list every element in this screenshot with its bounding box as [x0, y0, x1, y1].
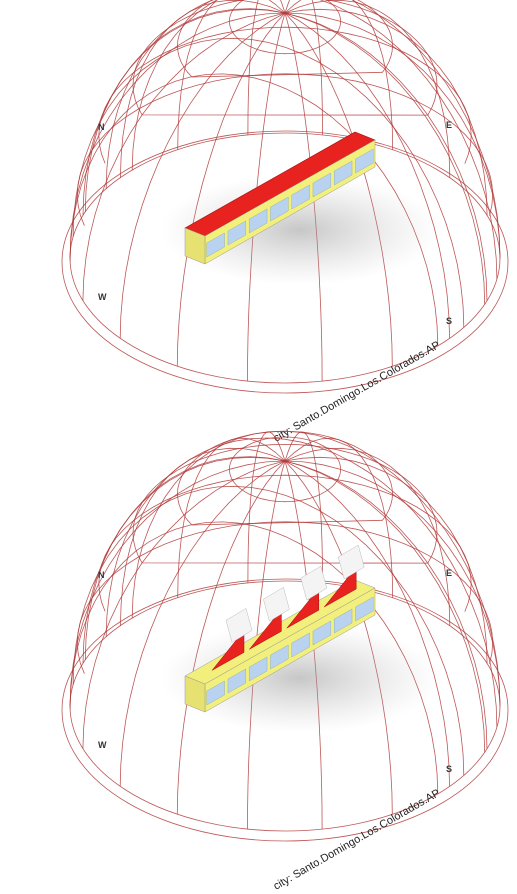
window [312, 620, 331, 646]
window [270, 196, 289, 222]
azimuth-line [284, 460, 488, 749]
azimuth-line [82, 460, 286, 749]
west-label: W [98, 292, 107, 302]
shading-panel [263, 586, 290, 622]
azimuth-line [69, 12, 286, 258]
window [291, 632, 310, 658]
south-label: S [446, 316, 452, 326]
azimuth-line [284, 0, 323, 135]
west-label: W [98, 740, 107, 750]
azimuth-line [284, 431, 323, 583]
sun-path [84, 456, 486, 753]
altitude-circle [228, 436, 342, 503]
sun-path [84, 8, 486, 305]
window [355, 596, 374, 622]
azimuth-line [284, 12, 501, 259]
altitude-circle [177, 0, 393, 78]
altitude-circle [132, 0, 438, 116]
window [206, 680, 225, 706]
roof-tooth [324, 566, 357, 608]
roof-tooth [211, 629, 245, 671]
window [227, 220, 247, 246]
azimuth-line [284, 12, 488, 301]
east-label: E [446, 120, 452, 130]
sun-path-panel: N W S E city: Santo.Domingo.Los.Colorado… [61, 430, 509, 893]
window [248, 208, 268, 234]
window [270, 644, 289, 670]
roof-tooth [286, 587, 320, 629]
window [248, 656, 268, 682]
sun-path [72, 485, 465, 776]
azimuth-line [284, 460, 501, 707]
east-label: E [446, 568, 452, 578]
south-label: S [446, 764, 452, 774]
sun-path [105, 0, 498, 280]
city-caption: city: Santo.Domingo.Los.Colorados.AP [272, 787, 443, 892]
shading-panel [300, 565, 328, 601]
azimuth-line [176, 460, 286, 815]
azimuth-line [284, 12, 450, 339]
azimuth-line [284, 447, 451, 626]
azimuth-line [284, 460, 450, 787]
altitude-circle [76, 73, 494, 226]
azimuth-line [82, 8, 286, 216]
azimuth-line [69, 460, 286, 706]
sun-path [131, 430, 501, 704]
sun-dome [61, 0, 509, 394]
sun-path-panel: N W S E city: Santo.Domingo.Los.Colorado… [61, 0, 509, 445]
north-label: N [98, 570, 105, 580]
window [334, 160, 353, 186]
building [184, 544, 376, 713]
azimuth-line [120, 0, 286, 178]
sun-path [72, 37, 465, 328]
azimuth-line [177, 0, 286, 150]
azimuth-line [247, 0, 286, 135]
azimuth-line [247, 431, 286, 583]
shading-panel [225, 608, 253, 643]
azimuth-line [284, 8, 488, 216]
outer-ring [61, 130, 509, 394]
azimuth-line [176, 12, 286, 367]
sun-dome [61, 430, 509, 842]
sun-path [105, 437, 498, 728]
window [227, 668, 247, 694]
azimuth-line [119, 460, 286, 787]
window [334, 608, 353, 634]
azimuth-line [119, 12, 286, 339]
azimuth-line [284, 456, 488, 664]
azimuth-line [284, 437, 394, 598]
azimuth-line [177, 437, 286, 598]
altitude-circle [76, 521, 494, 674]
north-label: N [98, 122, 105, 132]
altitude-circle [132, 443, 438, 564]
window [312, 172, 331, 198]
building [184, 131, 376, 265]
azimuth-line [120, 447, 286, 626]
window [291, 184, 310, 210]
altitude-circle [177, 430, 393, 526]
roof-tooth [249, 608, 282, 650]
azimuth-line [247, 460, 286, 830]
city-caption: city: Santo.Domingo.Los.Colorados.AP [272, 339, 443, 444]
sun-path [131, 0, 501, 256]
azimuth-line [284, 0, 451, 178]
azimuth-line [284, 0, 394, 150]
outer-ring [61, 578, 509, 842]
window [206, 232, 225, 258]
window [355, 148, 374, 174]
shading-panel [337, 544, 365, 580]
azimuth-line [82, 12, 286, 301]
azimuth-line [247, 12, 286, 382]
azimuth-line [82, 456, 286, 664]
